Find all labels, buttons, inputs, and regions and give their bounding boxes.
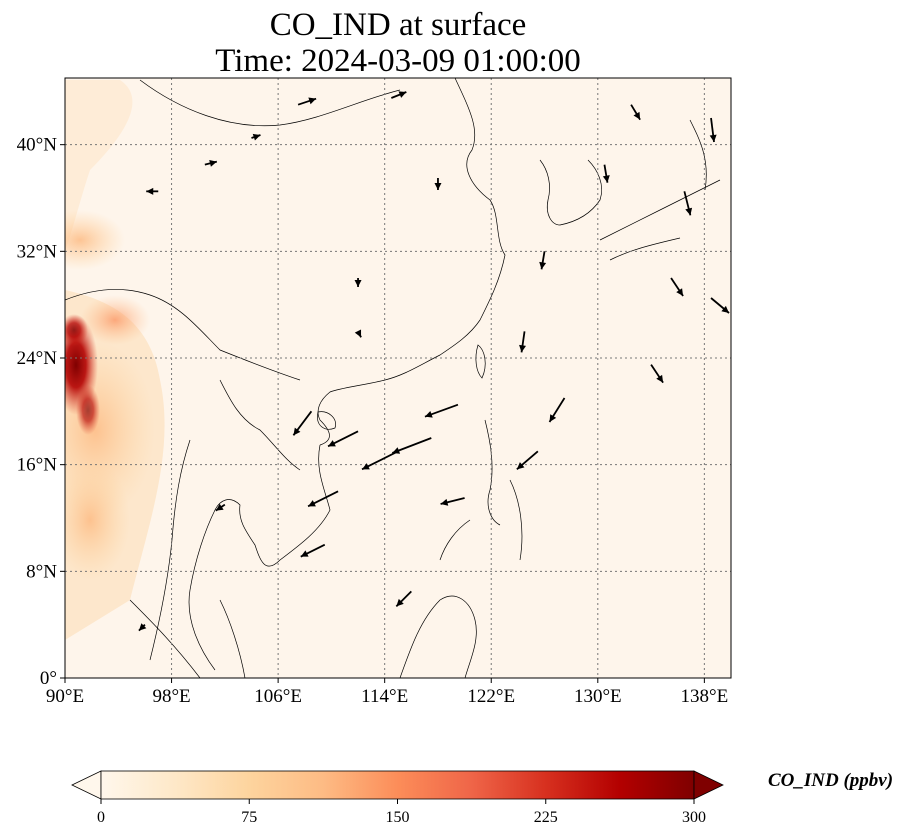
- wind-arrow: [138, 623, 147, 632]
- colorbar-tick-label: 75: [241, 809, 257, 826]
- wind-arrow: [670, 277, 684, 297]
- x-tick-label: 130°E: [574, 686, 622, 707]
- wind-arrow: [361, 450, 399, 471]
- wind-arrow: [710, 297, 730, 314]
- wind-arrow: [602, 164, 610, 183]
- colorbar-extend-max: [693, 770, 724, 800]
- japan-coast: [599, 119, 721, 261]
- x-tick-label: 122°E: [467, 686, 515, 707]
- china-coast: [317, 78, 506, 446]
- colorbar: 0 75 150 225 300: [71, 770, 724, 826]
- wind-arrow: [354, 329, 362, 338]
- hotspot-north: [65, 314, 88, 346]
- colorbar-tick-label: 0: [97, 809, 105, 826]
- colorbar-label: CO_IND (ppbv): [768, 770, 894, 791]
- wind-arrow: [539, 251, 547, 270]
- wind-arrow: [650, 364, 664, 384]
- colorbar-ticks: 0 75 150 225 300: [97, 799, 706, 826]
- wind-arrow: [519, 331, 526, 353]
- wind-arrow: [516, 450, 539, 471]
- wind-arrow: [548, 397, 566, 423]
- colorbar-tick-label: 150: [386, 809, 410, 826]
- wind-arrow: [683, 191, 693, 216]
- wind-arrow: [391, 91, 407, 99]
- x-tick-label: 138°E: [681, 686, 729, 707]
- y-tick-label: 32°N: [17, 241, 58, 262]
- colorbar-tick-label: 225: [534, 809, 558, 826]
- colorbar-extend-min: [71, 770, 102, 800]
- wind-arrow: [297, 97, 317, 106]
- taiwan-coast: [475, 344, 486, 379]
- wind-arrow: [215, 503, 226, 512]
- indochina-coast: [149, 439, 331, 671]
- wind-arrow: [709, 117, 717, 143]
- borneo-coast: [399, 595, 477, 678]
- wind-arrow: [146, 187, 159, 195]
- x-axis-ticks: 90°E 98°E 106°E 114°E 122°E 130°E 138°E: [46, 678, 728, 707]
- philippines-coast: [439, 419, 523, 561]
- border-mongolia: [139, 79, 401, 127]
- wind-arrow: [307, 490, 339, 508]
- border-south-china: [65, 289, 301, 381]
- y-tick-label: 8°N: [26, 561, 57, 582]
- wind-vectors: [138, 91, 730, 632]
- wind-arrow: [395, 590, 412, 607]
- wind-arrow: [327, 430, 359, 448]
- y-tick-label: 24°N: [17, 348, 58, 369]
- y-tick-label: 16°N: [17, 455, 58, 476]
- wind-arrow: [424, 403, 459, 418]
- wind-arrow: [292, 410, 313, 436]
- hotspot-secondary: [76, 385, 100, 435]
- map-title: CO_IND at surface: [269, 7, 527, 43]
- map-frame: [64, 77, 732, 679]
- plume-east: [80, 295, 150, 345]
- y-tick-label: 0°: [40, 668, 57, 689]
- wind-arrow: [251, 133, 261, 141]
- wind-arrow: [434, 178, 442, 190]
- x-tick-label: 90°E: [46, 686, 84, 707]
- coastlines: [65, 78, 721, 678]
- wind-arrow: [354, 278, 362, 287]
- hainan-coast: [317, 411, 336, 430]
- x-tick-label: 106°E: [254, 686, 302, 707]
- plume-northwest: [65, 80, 133, 250]
- x-tick-label: 98°E: [152, 686, 190, 707]
- wind-arrow: [300, 543, 326, 558]
- malay-coast: [129, 599, 246, 678]
- colorbar-bar: [100, 770, 695, 800]
- plume-south: [65, 460, 130, 580]
- y-tick-label: 40°N: [17, 135, 58, 156]
- co-concentration-field: [65, 78, 731, 678]
- x-tick-label: 114°E: [361, 686, 408, 707]
- border-laos: [219, 379, 301, 471]
- korea-coast: [539, 159, 602, 226]
- wind-arrow: [204, 159, 218, 167]
- map-subtitle-time: Time: 2024-03-09 01:00:00: [215, 43, 581, 79]
- plume-tibet: [65, 210, 125, 270]
- colorbar-tick-label: 300: [682, 809, 706, 826]
- y-axis-ticks: 0° 8°N 16°N 24°N 32°N 40°N: [17, 135, 65, 689]
- wind-arrow: [630, 104, 641, 121]
- wind-arrow: [440, 497, 465, 506]
